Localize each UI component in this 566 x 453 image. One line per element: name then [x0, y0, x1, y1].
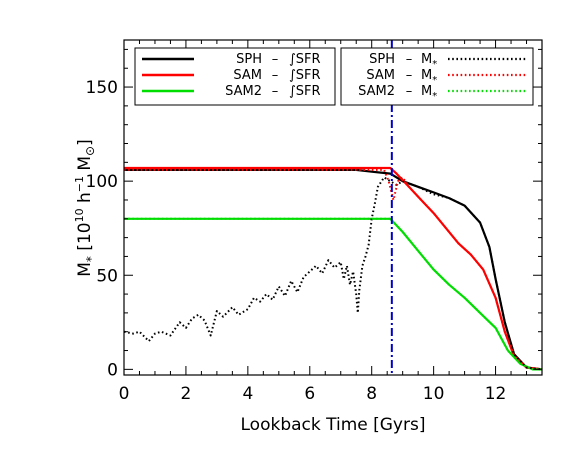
legend-left-sep-0: – — [272, 52, 279, 67]
x-tick-label: 6 — [304, 384, 315, 404]
legend-left-box — [134, 47, 336, 106]
plot-frame — [123, 39, 543, 376]
legend-left-sep-2: – — [272, 84, 279, 99]
series-line-5 — [124, 217, 542, 371]
y-axis-label: M* [1010 h−1 M⊙] — [73, 139, 98, 277]
legend-right-label-1: SAM — [366, 68, 395, 83]
legend-right-sep-0: – — [406, 52, 413, 67]
legend-quantity: M* — [421, 68, 437, 86]
legend-quantity: M* — [421, 84, 437, 102]
legend-quantity: M* — [421, 52, 437, 70]
x-tick-label: 10 — [423, 384, 445, 404]
y-tick-label: 50 — [96, 266, 118, 286]
legend-right-sep-1: – — [406, 68, 413, 83]
x-axis-label: Lookback Time [Gyrs] — [241, 415, 426, 435]
legend-right-sep-2: – — [406, 84, 413, 99]
svg-text:M* [1010 h−1 M⊙]: M* [1010 h−1 M⊙] — [73, 139, 98, 277]
legend-quantity: ∫SFR — [289, 68, 321, 83]
x-tick-label: 2 — [181, 384, 192, 404]
ticks-layer: 0 2 4 6 8 10 12 0 50 100 150 — [86, 40, 542, 404]
x-tick-label: 4 — [242, 384, 253, 404]
series-line-3 — [124, 176, 542, 371]
series-line-1 — [124, 166, 542, 371]
legend-right-label-0: SPH — [369, 52, 395, 67]
legend-left-sep-1: – — [272, 68, 279, 83]
x-tick-label: 8 — [366, 384, 377, 404]
series-layer — [124, 166, 542, 371]
y-tick-label: 150 — [86, 78, 118, 98]
legend-left-label-2: SAM2 — [225, 84, 262, 99]
y-tick-label: 100 — [86, 172, 118, 192]
series-line-4 — [124, 168, 542, 371]
y-tick-label: 0 — [107, 360, 118, 380]
x-tick-label: 12 — [485, 384, 507, 404]
series-line-0 — [124, 168, 542, 371]
legend-right: SPH – M*SAM – M*SAM2– M* — [340, 47, 534, 106]
legend-right-box — [340, 47, 534, 106]
legend-left-label-1: SAM — [233, 68, 262, 83]
x-tick-label: 0 — [119, 384, 130, 404]
legend-left-label-0: SPH — [236, 52, 262, 67]
legend-quantity: ∫SFR — [289, 84, 321, 99]
series-line-2 — [124, 217, 542, 371]
legend-right-label-2: SAM2 — [358, 84, 395, 99]
legend-quantity: ∫SFR — [289, 52, 321, 67]
